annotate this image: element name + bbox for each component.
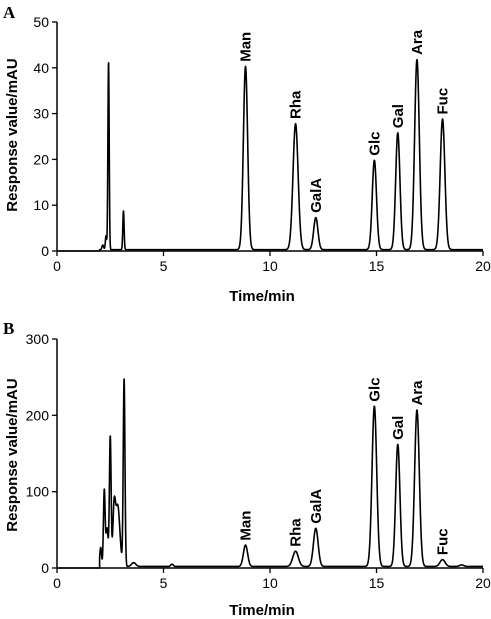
panel-b-letter: B bbox=[3, 319, 14, 338]
panel-a-letter: A bbox=[3, 3, 16, 22]
panel-b-x-tick-label: 5 bbox=[160, 575, 168, 591]
panel-b-x-tick-label: 15 bbox=[369, 575, 385, 591]
panel-b-y-tick-label: 0 bbox=[41, 560, 49, 576]
panel-b-peak-label-glc: Glc bbox=[366, 378, 383, 402]
panel-b-peak-label-man: Man bbox=[238, 511, 255, 541]
panel-a-y-tick-label: 40 bbox=[33, 60, 49, 76]
panel-a-x-axis-title: Time/min bbox=[229, 288, 295, 305]
panel-b-y-tick-label: 300 bbox=[26, 331, 50, 347]
panel-a-y-tick-label: 50 bbox=[33, 14, 49, 30]
panel-a-peak-label-fuc: Fuc bbox=[435, 88, 452, 115]
panel-a-x-tick-label: 10 bbox=[262, 258, 278, 274]
panel-a-y-tick-label: 20 bbox=[33, 151, 49, 167]
panel-a-peak-label-gala: GalA bbox=[308, 178, 325, 213]
panel-b-x-axis-title: Time/min bbox=[229, 602, 295, 619]
panel-a-x-tick-label: 20 bbox=[475, 258, 491, 274]
panel-b-y-axis-title: Response value/mAU bbox=[4, 378, 21, 531]
panel-a-x-tick-label: 5 bbox=[160, 258, 168, 274]
panel-b-y-tick-label: 200 bbox=[26, 407, 50, 423]
panel-a-y-tick-label: 0 bbox=[41, 243, 49, 259]
panel-a-peak-label-rha: Rha bbox=[288, 90, 305, 119]
panel-a-chromatogram-trace bbox=[57, 58, 484, 252]
panel-a-y-tick-label: 30 bbox=[33, 106, 49, 122]
panel-a-peak-label-ara: Ara bbox=[409, 29, 426, 55]
panel-a-peak-label-glc: Glc bbox=[366, 132, 383, 156]
panel-a-x-tick-label: 15 bbox=[369, 258, 385, 274]
panel-b-peak-label-ara: Ara bbox=[409, 380, 426, 406]
panel-b-peak-label-rha: Rha bbox=[288, 518, 305, 547]
panel-b-x-tick-label: 0 bbox=[53, 575, 61, 591]
panel-a-peak-label-gal: Gal bbox=[390, 104, 407, 128]
panel-b-peak-label-gal: Gal bbox=[390, 416, 407, 440]
panel-b-chromatogram-trace bbox=[57, 378, 484, 569]
panel-a-y-axis-title: Response value/mAU bbox=[4, 58, 21, 211]
panel-b-x-tick-label: 20 bbox=[475, 575, 491, 591]
panel-b-peak-label-gala: GalA bbox=[308, 489, 325, 524]
panel-a-y-tick-label: 10 bbox=[33, 197, 49, 213]
panel-a-x-tick-label: 0 bbox=[53, 258, 61, 274]
panel-b-y-tick-label: 100 bbox=[26, 484, 50, 500]
panel-b-x-tick-label: 10 bbox=[262, 575, 278, 591]
panel-a: A 0 5 10 15 20 0 10 20 30 40 50 Man Rha GalA Glc Gal Ar… bbox=[3, 3, 491, 305]
panel-a-peak-label-man: Man bbox=[238, 32, 255, 62]
panel-b-peak-label-fuc: Fuc bbox=[435, 528, 452, 555]
